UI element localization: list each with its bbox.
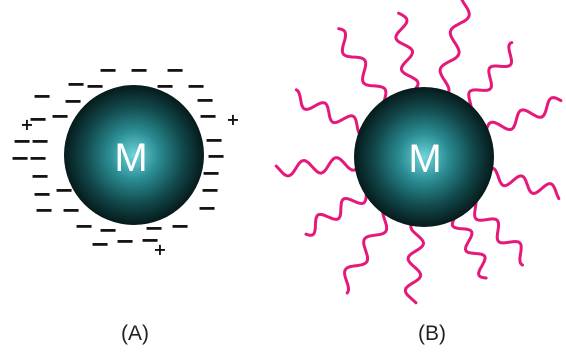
negative-charge: − bbox=[28, 105, 48, 133]
negative-charge: − bbox=[66, 70, 86, 98]
particle-label-a: M bbox=[114, 136, 147, 180]
polymer-chain bbox=[484, 96, 563, 135]
polymer-chain bbox=[337, 27, 388, 107]
negative-charge: − bbox=[10, 144, 30, 172]
negative-charge: − bbox=[140, 226, 160, 254]
polymer-chain bbox=[467, 41, 514, 112]
nanoparticle-a bbox=[64, 85, 204, 225]
negative-charge: − bbox=[115, 227, 135, 255]
positive-counter-ion: + bbox=[20, 115, 33, 134]
positive-counter-ion: + bbox=[153, 240, 166, 259]
negative-charge: − bbox=[85, 72, 105, 100]
polymer-chain bbox=[294, 88, 363, 137]
negative-charge: − bbox=[54, 176, 74, 204]
negative-charge: − bbox=[12, 127, 32, 155]
negative-charge: − bbox=[98, 56, 118, 84]
negative-charge: − bbox=[50, 102, 70, 130]
negative-charge: − bbox=[90, 230, 110, 258]
positive-counter-ion: + bbox=[226, 110, 239, 129]
polymer-chain bbox=[343, 207, 389, 295]
negative-charge: − bbox=[165, 56, 185, 84]
negative-charge: − bbox=[28, 144, 48, 172]
polymer-chain bbox=[487, 166, 561, 201]
particle-label-b: M bbox=[408, 137, 441, 181]
negative-charge: − bbox=[32, 180, 52, 208]
polymer-chain bbox=[473, 197, 524, 267]
negative-charge: − bbox=[201, 159, 221, 187]
panel-b-steric: M bbox=[274, 0, 563, 305]
negative-charge: − bbox=[195, 86, 215, 114]
negative-charge: − bbox=[129, 56, 149, 84]
negative-charge: − bbox=[34, 196, 54, 224]
panel-a-electrostatic: − − −−− − −− − −− − −−− −−− −− −− − −− − −− − − −− − −+ ++ M bbox=[10, 56, 240, 259]
polymer-chain bbox=[438, 0, 471, 97]
negative-charge: − bbox=[200, 176, 220, 204]
polymer-chain bbox=[403, 220, 425, 305]
caption-b: (B) bbox=[418, 322, 446, 345]
polymer-chain bbox=[304, 188, 368, 237]
negative-charge: − bbox=[98, 216, 118, 244]
negative-charge: − bbox=[206, 142, 226, 170]
polymer-chain-layer bbox=[274, 0, 563, 305]
caption-a: (A) bbox=[121, 322, 149, 345]
negative-charge: − bbox=[197, 194, 217, 222]
surface-charge-layer: − − −−− − −− − −− − −−− −−− −− −− − −− − −− − − −− − −+ ++ bbox=[10, 56, 240, 259]
negative-charge: − bbox=[63, 87, 83, 115]
negative-charge: − bbox=[30, 127, 50, 155]
negative-charge: − bbox=[204, 126, 224, 154]
negative-charge: − bbox=[32, 82, 52, 110]
negative-charge: − bbox=[170, 212, 190, 240]
polymer-chain bbox=[274, 156, 361, 178]
polymer-chain bbox=[394, 11, 420, 94]
negative-charge: − bbox=[198, 102, 218, 130]
negative-charge: − bbox=[30, 162, 50, 190]
negative-charge: − bbox=[61, 196, 81, 224]
negative-charge: − bbox=[186, 72, 206, 100]
negative-charge: − bbox=[74, 212, 94, 240]
nanoparticle-b bbox=[354, 87, 494, 227]
polymer-chain bbox=[450, 212, 488, 280]
